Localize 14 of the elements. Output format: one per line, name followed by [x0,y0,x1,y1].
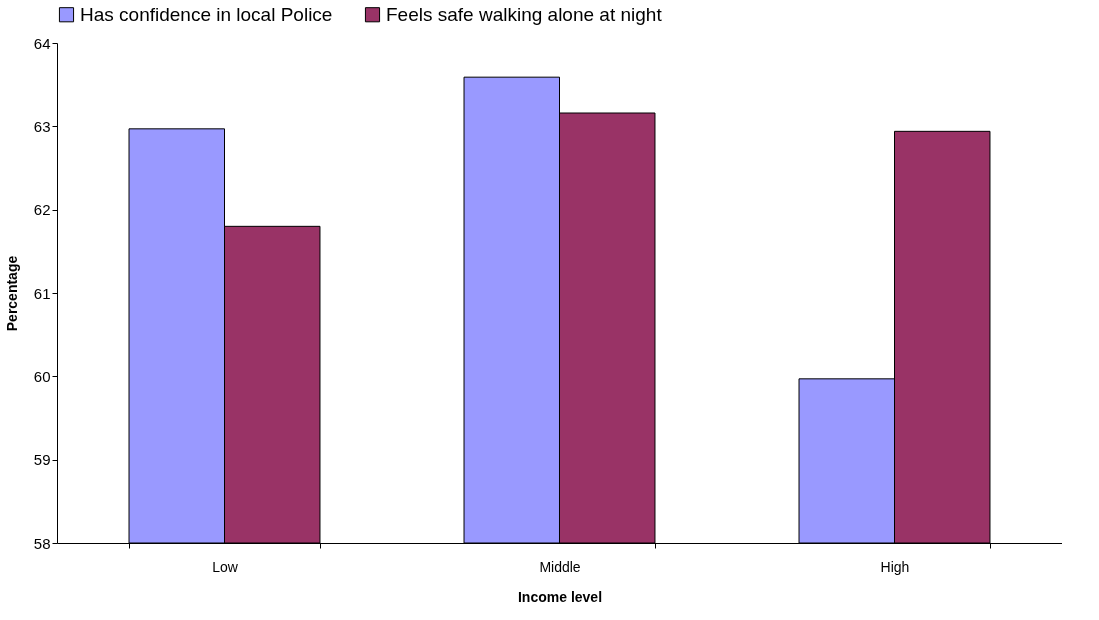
y-tick-label: 61 [33,284,51,302]
y-tick-label: 64 [33,34,51,52]
legend-label: Feels safe walking alone at night [386,3,663,25]
y-tick-label: 58 [33,534,51,552]
legend-label: Has confidence in local Police [80,3,333,25]
y-tick-label: 60 [33,367,51,385]
y-tick-label: 63 [33,117,51,135]
x-tick-label: High [880,558,910,575]
x-tick-label: Middle [539,558,581,575]
x-tick-label: Low [212,558,239,575]
y-axis-title: Percentage [3,255,20,332]
x-axis-title: Income level [517,588,603,605]
y-tick-label: 62 [33,201,51,219]
y-tick-label: 59 [33,451,51,469]
